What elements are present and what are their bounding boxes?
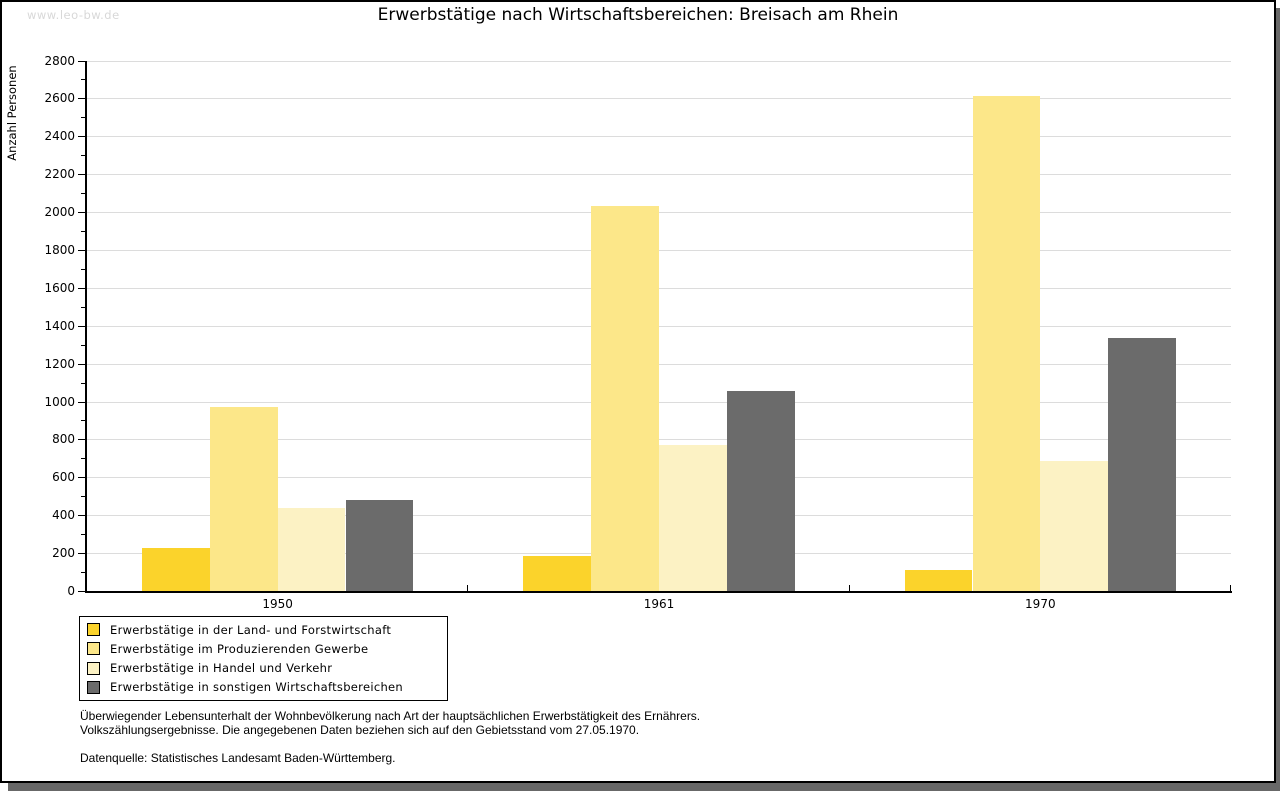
legend-label: Erwerbstätige in der Land- und Forstwirt… [110, 622, 392, 637]
y-tick-label: 2600 [44, 91, 75, 106]
x-tick [1230, 585, 1231, 591]
bar-1961-series1 [523, 555, 592, 591]
bar-1961-series3 [659, 445, 727, 591]
y-tick [78, 174, 85, 176]
y-minor-tick [81, 420, 85, 422]
y-tick-label: 2400 [44, 129, 75, 144]
gridline [87, 60, 1231, 62]
y-tick-label: 400 [52, 508, 75, 523]
bar-1950-series4 [345, 500, 414, 591]
y-minor-tick [81, 155, 85, 157]
y-tick [78, 363, 85, 365]
y-tick [78, 477, 85, 479]
y-tick-label: 1800 [44, 242, 75, 257]
y-minor-tick [81, 534, 85, 536]
x-axis-line [85, 591, 1232, 593]
y-tick [78, 98, 85, 100]
x-tick-label: 1950 [262, 597, 293, 611]
gridline [87, 98, 1231, 100]
y-minor-tick [81, 193, 85, 195]
y-tick-label: 1000 [44, 394, 75, 409]
gridline [87, 136, 1231, 138]
y-tick [78, 325, 85, 327]
footnote-line-2: Volkszählungsergebnisse. Die angegebenen… [80, 723, 640, 737]
legend-swatch-icon [87, 623, 100, 637]
y-tick-label: 200 [52, 546, 75, 561]
bar-1950-series3 [277, 507, 346, 591]
y-tick-label: 0 [67, 584, 75, 598]
gridline [87, 287, 1231, 289]
y-tick [78, 401, 85, 403]
gridline [87, 249, 1231, 251]
gridline [87, 363, 1231, 365]
y-tick [78, 136, 85, 138]
y-tick [78, 591, 85, 592]
legend-swatch-icon [87, 661, 100, 675]
legend-item-4: Erwerbstätige in sonstigen Wirtschaftsbe… [87, 678, 447, 696]
y-minor-tick [81, 79, 85, 81]
y-tick [78, 515, 85, 517]
y-tick-label: 2200 [44, 167, 75, 182]
plot-area: 0 200 400 600 800 1000 1200 1400 1600 1800 2000 220… [2, 2, 1274, 781]
legend-label: Erwerbstätige in Handel und Verkehr [110, 661, 333, 676]
y-tick-label: 1200 [44, 356, 75, 371]
bar-1950-series2 [209, 407, 278, 591]
y-axis-line [85, 60, 87, 593]
legend-label: Erwerbstätige im Produzierenden Gewerbe [110, 641, 369, 656]
watermark: www.leo-bw.de [27, 8, 120, 22]
y-tick-label: 2800 [44, 53, 75, 68]
y-tick-label: 1400 [44, 318, 75, 333]
gridline [87, 212, 1231, 214]
legend: Erwerbstätige in der Land- und Forstwirt… [79, 616, 448, 701]
y-minor-tick [81, 231, 85, 233]
y-tick [78, 553, 85, 555]
legend-swatch-icon [87, 642, 100, 656]
x-tick [848, 585, 850, 591]
bar-1970-series2 [972, 96, 1041, 591]
y-tick [78, 249, 85, 251]
gridline [87, 174, 1231, 176]
footnote-line-1: Überwiegender Lebensunterhalt der Wohnbe… [80, 709, 701, 723]
bar-1970-series1 [904, 570, 973, 591]
y-tick-label: 800 [52, 432, 75, 447]
y-tick-label: 600 [52, 470, 75, 485]
y-tick [78, 287, 85, 289]
y-minor-tick [81, 117, 85, 119]
bar-1961-series4 [726, 391, 795, 591]
y-minor-tick [81, 268, 85, 270]
gridline [87, 325, 1231, 327]
y-minor-tick [81, 572, 85, 574]
y-tick-label: 1600 [44, 280, 75, 295]
x-tick-label: 1961 [643, 597, 675, 611]
y-minor-tick [81, 306, 85, 308]
y-minor-tick [81, 344, 85, 346]
bar-1970-series3 [1040, 461, 1109, 591]
x-tick-label: 1970 [1025, 597, 1056, 611]
gridline [87, 401, 1231, 403]
y-tick [78, 212, 85, 214]
y-tick [78, 439, 85, 441]
legend-item-2: Erwerbstätige im Produzierenden Gewerbe [87, 640, 447, 658]
y-tick [78, 60, 85, 62]
chart-title: Erwerbstätige nach Wirtschaftsbereichen:… [377, 5, 899, 25]
x-tick [86, 585, 87, 591]
y-minor-tick [81, 496, 85, 498]
bar-1950-series1 [142, 548, 210, 591]
y-minor-tick [81, 382, 85, 384]
bar-1970-series4 [1108, 338, 1176, 591]
legend-label: Erwerbstätige in sonstigen Wirtschaftsbe… [110, 680, 403, 695]
legend-swatch-icon [87, 680, 100, 694]
gridline [87, 439, 1231, 441]
y-minor-tick [81, 458, 85, 460]
legend-item-1: Erwerbstätige in der Land- und Forstwirt… [87, 621, 447, 639]
footnote-source: Datenquelle: Statistisches Landesamt Bad… [80, 751, 396, 765]
legend-item-3: Erwerbstätige in Handel und Verkehr [87, 659, 447, 677]
y-tick-label: 2000 [44, 205, 75, 220]
bar-1961-series2 [591, 206, 659, 591]
x-tick [467, 585, 469, 591]
